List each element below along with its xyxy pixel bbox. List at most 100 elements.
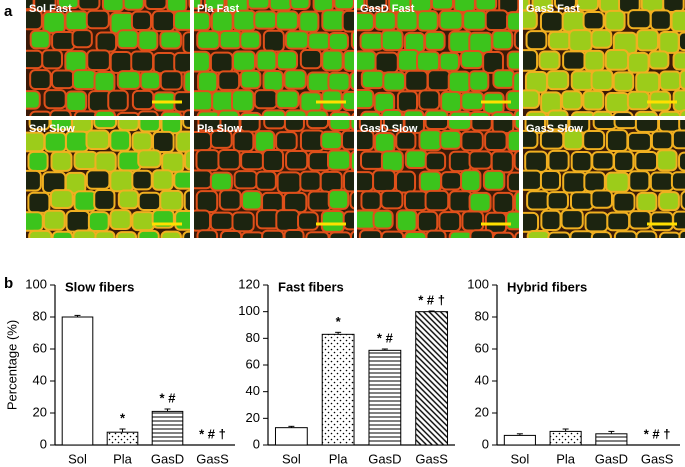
cell bbox=[33, 0, 57, 13]
cell bbox=[116, 70, 142, 90]
cell bbox=[546, 191, 569, 211]
chart-title: Hybrid fibers bbox=[507, 279, 587, 294]
cell bbox=[636, 191, 658, 213]
cell bbox=[28, 120, 51, 131]
cell bbox=[590, 29, 613, 49]
cell bbox=[513, 190, 519, 214]
cell bbox=[51, 30, 76, 51]
cell bbox=[285, 150, 309, 171]
micrograph-label: GasD Fast bbox=[360, 3, 415, 15]
cell bbox=[656, 149, 678, 172]
cell bbox=[137, 229, 160, 238]
cell bbox=[160, 110, 183, 116]
cell bbox=[241, 190, 263, 211]
cell bbox=[275, 89, 300, 110]
cell bbox=[42, 11, 66, 34]
cell bbox=[635, 230, 658, 238]
cell bbox=[460, 50, 484, 70]
cell bbox=[342, 49, 354, 72]
cell bbox=[131, 211, 156, 232]
cell bbox=[679, 109, 685, 116]
cell bbox=[117, 189, 140, 210]
cell bbox=[448, 150, 472, 173]
y-tick-label: 60 bbox=[475, 340, 489, 355]
cell bbox=[424, 189, 450, 212]
cell bbox=[94, 230, 116, 238]
cell bbox=[233, 170, 258, 190]
cell bbox=[678, 229, 685, 238]
cell bbox=[130, 10, 153, 31]
cell bbox=[570, 150, 593, 173]
cell bbox=[590, 189, 614, 209]
cell bbox=[546, 70, 570, 91]
cell bbox=[64, 50, 88, 73]
cell bbox=[139, 70, 162, 91]
cell bbox=[194, 169, 213, 190]
cell bbox=[380, 109, 404, 116]
cell bbox=[468, 150, 493, 170]
cell bbox=[469, 229, 494, 238]
cell bbox=[50, 151, 73, 172]
cell bbox=[240, 231, 265, 238]
cell bbox=[360, 190, 382, 211]
cell bbox=[197, 70, 219, 93]
cell bbox=[678, 120, 685, 133]
cell bbox=[209, 171, 233, 192]
cell bbox=[218, 189, 242, 211]
cell bbox=[26, 131, 46, 153]
cell bbox=[492, 69, 516, 89]
cell bbox=[491, 29, 514, 51]
cell bbox=[627, 51, 650, 74]
cell bbox=[460, 169, 482, 193]
cell bbox=[217, 70, 241, 91]
cell bbox=[372, 169, 396, 193]
cell bbox=[122, 0, 145, 11]
cell bbox=[583, 49, 605, 72]
cell bbox=[194, 0, 203, 10]
cell bbox=[137, 110, 159, 116]
cell bbox=[319, 170, 343, 193]
annotation: * bbox=[120, 410, 126, 425]
cell bbox=[85, 129, 110, 151]
cell bbox=[360, 150, 385, 170]
cell bbox=[26, 0, 35, 11]
cell bbox=[161, 151, 185, 173]
cell bbox=[569, 191, 594, 211]
x-tick-label: GasS bbox=[196, 451, 229, 466]
cell bbox=[232, 130, 255, 153]
panel-label: a bbox=[4, 3, 13, 20]
cell bbox=[209, 211, 234, 231]
cell bbox=[680, 190, 685, 211]
cell bbox=[275, 10, 299, 31]
y-tick-label: 100 bbox=[25, 276, 47, 291]
cell bbox=[261, 109, 287, 116]
cell bbox=[95, 31, 118, 53]
cell bbox=[491, 111, 515, 116]
cell bbox=[209, 129, 233, 149]
cell bbox=[183, 149, 190, 171]
cell bbox=[576, 0, 600, 12]
cell bbox=[628, 170, 651, 192]
cell bbox=[29, 29, 51, 50]
cell bbox=[305, 109, 329, 116]
cell bbox=[531, 0, 554, 12]
cell bbox=[307, 190, 333, 212]
cell bbox=[648, 50, 670, 70]
cell bbox=[194, 50, 211, 73]
panel-label: b bbox=[4, 275, 13, 292]
cell bbox=[203, 0, 226, 11]
cell bbox=[395, 209, 418, 233]
y-tick-label: 20 bbox=[33, 404, 47, 419]
cell bbox=[604, 9, 626, 32]
cell bbox=[72, 229, 97, 238]
cell bbox=[93, 70, 116, 93]
cell bbox=[255, 49, 278, 72]
cell bbox=[440, 90, 463, 113]
cell bbox=[329, 111, 351, 116]
cell bbox=[182, 31, 190, 54]
cell bbox=[626, 90, 650, 111]
cell bbox=[582, 90, 605, 111]
cell bbox=[492, 231, 515, 238]
cell bbox=[26, 90, 41, 110]
cell bbox=[307, 31, 331, 51]
